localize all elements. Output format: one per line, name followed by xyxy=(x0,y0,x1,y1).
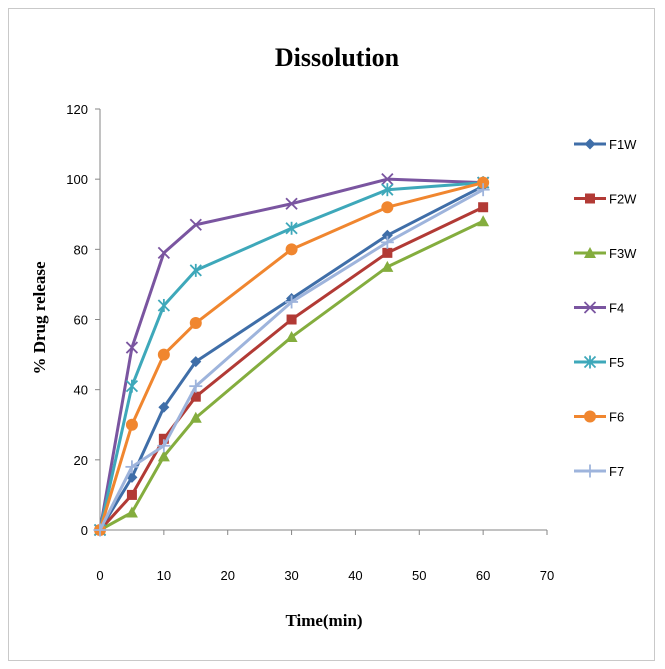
data-point-f4 xyxy=(285,197,298,210)
data-point-f6 xyxy=(157,348,170,361)
data-point-f5 xyxy=(285,221,298,235)
y-tick-label: 0 xyxy=(81,523,88,538)
data-point-f4 xyxy=(189,218,202,231)
series-f5 xyxy=(93,176,490,537)
x-axis-label: Time(min) xyxy=(285,611,362,630)
data-point-f2w xyxy=(286,314,297,325)
x-tick-label: 40 xyxy=(348,568,362,583)
data-point-f6 xyxy=(381,201,394,214)
legend-marker xyxy=(583,464,597,478)
x-tick-label: 60 xyxy=(476,568,490,583)
legend-label: F4 xyxy=(609,301,624,316)
legend-marker xyxy=(583,301,597,314)
data-point-f7 xyxy=(93,523,107,537)
data-point-f5 xyxy=(125,379,139,393)
y-tick-label: 60 xyxy=(74,313,88,328)
legend-item-f2w: F2W xyxy=(574,192,637,207)
data-point-f2w xyxy=(382,247,393,258)
data-point-f2w xyxy=(158,433,169,444)
data-point-f4 xyxy=(125,341,139,354)
data-point-f7 xyxy=(157,439,171,453)
legend-item-f3w: F3W xyxy=(574,246,637,261)
legend-marker xyxy=(583,355,597,369)
chart-frame xyxy=(8,8,655,661)
legend-item-f5: F5 xyxy=(574,355,624,370)
legend-item-f6: F6 xyxy=(574,410,624,425)
data-point-f3w xyxy=(477,215,490,227)
legend-label: F1W xyxy=(609,137,637,152)
data-point-f2w xyxy=(126,489,137,500)
data-point-f3w xyxy=(157,450,170,462)
marker-stroke xyxy=(381,173,394,186)
data-point-f4 xyxy=(381,173,394,186)
legend-label: F7 xyxy=(609,464,624,479)
y-tick-label: 100 xyxy=(66,172,88,187)
legend-item-f7: F7 xyxy=(574,464,624,479)
x-tick-label: 70 xyxy=(540,568,554,583)
data-point-f5 xyxy=(157,298,170,312)
data-point-f7 xyxy=(189,379,203,393)
y-tick-label: 120 xyxy=(66,102,88,117)
y-tick-label: 40 xyxy=(74,383,88,398)
data-point-f7 xyxy=(125,460,139,474)
data-point-f7 xyxy=(285,295,299,309)
y-tick-label: 80 xyxy=(74,242,88,257)
series-f7 xyxy=(93,183,490,537)
data-point-f6 xyxy=(477,176,490,189)
data-point-f3w xyxy=(285,331,298,343)
y-tick-label: 20 xyxy=(74,453,88,468)
data-point-f3w xyxy=(125,506,138,518)
marker-stroke xyxy=(285,197,298,210)
data-point-f7 xyxy=(380,235,394,249)
legend-marker xyxy=(584,410,596,423)
legend-label: F6 xyxy=(609,410,624,425)
x-tick-label: 50 xyxy=(412,568,426,583)
data-point-f3w xyxy=(189,411,202,423)
data-point-f7 xyxy=(476,183,490,197)
x-tick-label: 10 xyxy=(157,568,171,583)
data-point-f6 xyxy=(125,418,138,431)
legend-item-f4: F4 xyxy=(574,301,624,316)
marker-stroke xyxy=(157,246,170,259)
data-point-f6 xyxy=(189,317,202,330)
legend-marker xyxy=(584,247,596,258)
data-point-f5 xyxy=(189,263,202,277)
legend-item-f1w: F1W xyxy=(574,137,637,152)
legend-label: F2W xyxy=(609,192,637,207)
x-tick-label: 0 xyxy=(96,568,103,583)
data-point-f4 xyxy=(157,246,170,259)
data-point-f1w xyxy=(158,401,170,413)
x-tick-label: 30 xyxy=(284,568,298,583)
legend: F1W F2W F3W F4 F5 F6 F7 xyxy=(574,137,637,479)
series-f2w xyxy=(95,202,489,535)
series-line-f7 xyxy=(98,188,484,531)
data-point-f1w xyxy=(190,356,202,368)
x-tick-label: 20 xyxy=(220,568,234,583)
legend-label: F5 xyxy=(609,355,624,370)
marker-stroke xyxy=(189,218,202,231)
data-point-f2w xyxy=(478,202,489,213)
data-point-f1w xyxy=(381,229,393,241)
legend-label: F3W xyxy=(609,246,637,261)
data-point-f2w xyxy=(190,391,201,402)
data-point-f5 xyxy=(381,183,394,197)
legend-marker xyxy=(585,193,595,204)
data-point-f6 xyxy=(285,243,298,256)
y-axis-label: % Drug release xyxy=(30,261,49,374)
chart-title: Dissolution xyxy=(275,43,400,72)
legend-marker xyxy=(584,138,596,150)
plot-area: 0 20 40 60 80 100 120 0 10 20 30 40 50 60 70 xyxy=(66,102,554,583)
data-point-f3w xyxy=(381,260,394,272)
marker-stroke xyxy=(583,301,597,314)
series-line-f1w xyxy=(98,184,484,531)
marker-stroke xyxy=(125,341,139,354)
